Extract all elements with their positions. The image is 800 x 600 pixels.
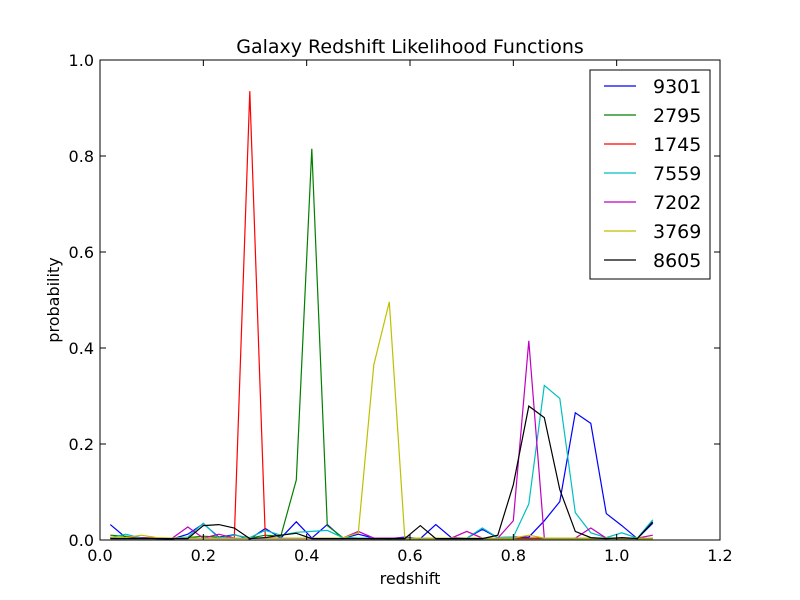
x-tick-label: 0.4 — [294, 546, 319, 565]
chart-title: Galaxy Redshift Likelihood Functions — [236, 36, 584, 58]
legend-label-1745: 1745 — [653, 134, 701, 156]
y-tick-label: 1.0 — [69, 51, 94, 70]
legend-label-7559: 7559 — [653, 163, 701, 185]
legend-box — [589, 69, 711, 280]
plot-frame — [99, 59, 721, 541]
legend-label-2795: 2795 — [653, 105, 701, 127]
x-tick-label: 0.6 — [397, 546, 422, 565]
x-tick-label: 0.2 — [191, 546, 216, 565]
x-tick-label: 0.0 — [87, 546, 112, 565]
legend-label-9301: 9301 — [653, 76, 701, 98]
legend-label-7202: 7202 — [653, 192, 701, 214]
y-tick-label: 0.2 — [69, 435, 94, 454]
series-line-3769 — [110, 301, 653, 539]
x-tick-label: 0.8 — [501, 546, 526, 565]
series-line-8605 — [110, 405, 654, 540]
y-tick-label: 0.0 — [69, 531, 94, 550]
y-tick-label: 0.8 — [69, 147, 94, 166]
x-tick-label: 1.2 — [707, 546, 732, 565]
y-axis-label: probability — [44, 257, 63, 342]
y-tick-label: 0.4 — [69, 339, 94, 358]
y-tick-label: 0.6 — [69, 243, 94, 262]
x-axis-label: redshift — [380, 569, 441, 588]
legend-label-8605: 8605 — [653, 250, 701, 272]
ticks-layer: 0.0 0.2 0.4 0.6 0.8 1.0 1.2 0.0 0.2 0.4 0.6 0.8 1.0 — [69, 51, 733, 565]
legend: 9301 2795 1745 7559 7202 3769 8605 — [589, 69, 711, 280]
x-tick-label: 1.0 — [604, 546, 629, 565]
series-layer — [109, 91, 654, 540]
legend-label-3769: 3769 — [653, 221, 701, 243]
